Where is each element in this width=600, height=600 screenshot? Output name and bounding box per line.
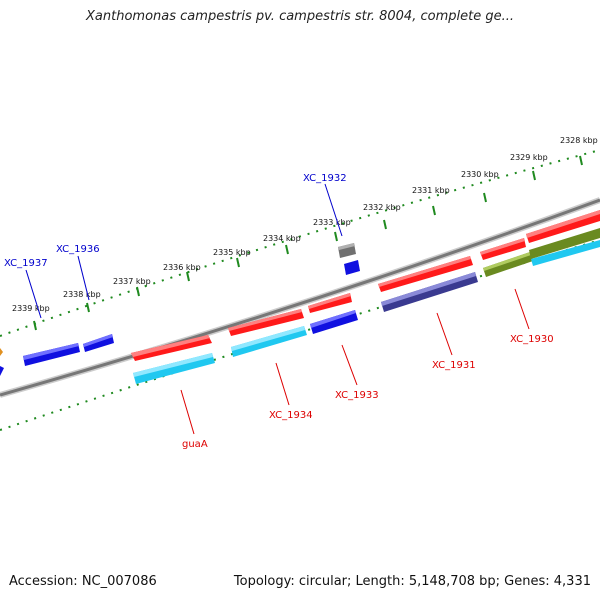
accession-label: Accession: NC_007086 bbox=[9, 574, 157, 589]
gene-label-guaA: guaA bbox=[182, 439, 208, 450]
scale-label: 2335 kbp bbox=[213, 248, 251, 257]
scale-labels: 2328 kbp 2329 kbp 2330 kbp 2331 kbp 2332… bbox=[12, 136, 598, 313]
gene-XC_1933-forward[interactable] bbox=[308, 293, 352, 313]
gene-XC_1936-reverse[interactable] bbox=[83, 334, 114, 352]
gene-guaA-forward[interactable] bbox=[131, 335, 212, 361]
forward-genes[interactable] bbox=[131, 210, 600, 361]
map-title: Xanthomonas campestris pv. campestris st… bbox=[86, 9, 514, 24]
gene-guaA-reverse[interactable] bbox=[133, 353, 215, 384]
scale-label: 2328 kbp bbox=[560, 136, 598, 145]
gene-label-XC_1932: XC_1932 bbox=[303, 173, 347, 184]
backbone bbox=[0, 197, 600, 398]
gene-label-XC_1933: XC_1933 bbox=[335, 390, 379, 401]
gene-XC_1934-reverse[interactable] bbox=[231, 326, 307, 357]
gene-left-edge[interactable] bbox=[0, 348, 4, 376]
scale-label: 2333 kbp bbox=[313, 218, 351, 227]
gene-XC_1930-reverse-olive[interactable] bbox=[483, 228, 600, 277]
scale-label: 2339 kbp bbox=[12, 304, 50, 313]
scale-label: 2337 kbp bbox=[113, 277, 151, 286]
outer-major-ticks bbox=[33, 155, 583, 331]
scale-label: 2330 kbp bbox=[461, 170, 499, 179]
gene-XC_1933-reverse[interactable] bbox=[310, 310, 358, 334]
reverse-genes[interactable] bbox=[0, 228, 600, 384]
gene-label-XC_1936: XC_1936 bbox=[56, 244, 100, 255]
gene-label-XC_1934: XC_1934 bbox=[269, 410, 313, 421]
gene-XC_1931-forward[interactable] bbox=[378, 256, 473, 292]
gene-XC_1937-reverse[interactable] bbox=[23, 343, 80, 366]
gene-XC_1934-forward[interactable] bbox=[228, 309, 304, 336]
gene-XC_1930-forward[interactable] bbox=[480, 238, 526, 260]
scale-label: 2331 kbp bbox=[412, 186, 450, 195]
scale-label: 2334 kbp bbox=[263, 234, 301, 243]
scale-label: 2336 kbp bbox=[163, 263, 201, 272]
scale-label: 2329 kbp bbox=[510, 153, 548, 162]
outer-tick-track bbox=[0, 149, 600, 337]
genome-summary: Topology: circular; Length: 5,148,708 bp… bbox=[233, 574, 591, 589]
gene-edge-reverse-cyan[interactable] bbox=[531, 240, 600, 266]
gene-label-XC_1931: XC_1931 bbox=[432, 360, 476, 371]
gene-XC_1931-reverse[interactable] bbox=[381, 272, 478, 312]
scale-label: 2338 kbp bbox=[63, 290, 101, 299]
gene-XC_1932-small[interactable] bbox=[338, 243, 360, 275]
gene-label-XC_1937: XC_1937 bbox=[4, 258, 48, 269]
gene-labels: XC_1932 XC_1936 XC_1937 XC_1930 XC_1931 … bbox=[4, 173, 554, 450]
label-leaders bbox=[25, 183, 530, 435]
scale-label: 2332 kbp bbox=[363, 203, 401, 212]
gene-edge-forward[interactable] bbox=[526, 210, 600, 243]
gene-label-XC_1930: XC_1930 bbox=[510, 334, 554, 345]
